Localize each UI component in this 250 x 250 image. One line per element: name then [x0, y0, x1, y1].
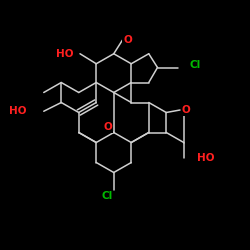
- Text: O: O: [123, 35, 132, 45]
- Text: HO: HO: [9, 106, 26, 116]
- Text: Cl: Cl: [102, 191, 113, 201]
- Text: HO: HO: [56, 49, 74, 59]
- Text: O: O: [103, 122, 112, 132]
- Text: HO: HO: [198, 153, 215, 163]
- Text: O: O: [182, 105, 191, 115]
- Text: Cl: Cl: [190, 60, 201, 70]
